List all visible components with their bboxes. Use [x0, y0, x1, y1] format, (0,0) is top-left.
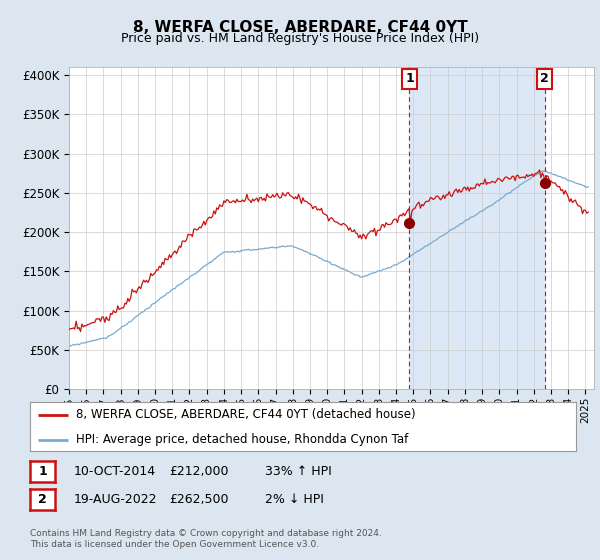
Text: HPI: Average price, detached house, Rhondda Cynon Taf: HPI: Average price, detached house, Rhon…: [76, 433, 409, 446]
Text: Price paid vs. HM Land Registry's House Price Index (HPI): Price paid vs. HM Land Registry's House …: [121, 32, 479, 45]
Text: 1: 1: [38, 465, 47, 478]
Bar: [409, 67, 545, 389]
Text: 19-AUG-2022: 19-AUG-2022: [73, 493, 157, 506]
Text: 2% ↓ HPI: 2% ↓ HPI: [265, 493, 324, 506]
Text: 2: 2: [540, 72, 549, 86]
Text: 2: 2: [38, 493, 47, 506]
Text: 1: 1: [405, 72, 414, 86]
Text: Contains HM Land Registry data © Crown copyright and database right 2024.
This d: Contains HM Land Registry data © Crown c…: [30, 529, 382, 549]
Text: 10-OCT-2014: 10-OCT-2014: [73, 465, 155, 478]
Text: 8, WERFA CLOSE, ABERDARE, CF44 0YT (detached house): 8, WERFA CLOSE, ABERDARE, CF44 0YT (deta…: [76, 408, 416, 421]
Text: £262,500: £262,500: [169, 493, 229, 506]
Text: 33% ↑ HPI: 33% ↑ HPI: [265, 465, 332, 478]
Text: 8, WERFA CLOSE, ABERDARE, CF44 0YT: 8, WERFA CLOSE, ABERDARE, CF44 0YT: [133, 20, 467, 35]
Text: £212,000: £212,000: [169, 465, 229, 478]
